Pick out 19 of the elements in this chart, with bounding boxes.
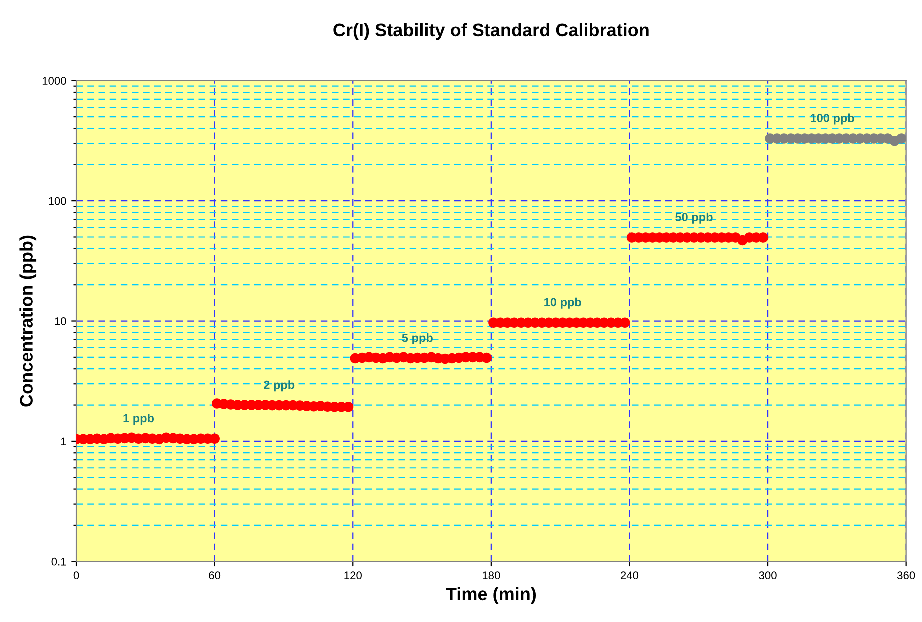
y-axis-title: Concentration (ppb) — [20, 236, 37, 407]
chart-title: Cr(I) Stability of Standard Calibration — [334, 23, 649, 40]
x-tick-label: 300 — [759, 572, 777, 580]
annotation: 10 ppb — [544, 298, 582, 309]
x-tick-label: 120 — [344, 572, 362, 580]
x-tick-label: 0 — [74, 572, 80, 580]
annotation: 5 ppb — [402, 334, 433, 345]
x-tick-label: 60 — [209, 572, 221, 580]
annotation: 1 ppb — [124, 414, 154, 425]
x-tick-label: 360 — [897, 572, 916, 580]
y-tick-label: 10 — [55, 318, 66, 326]
annotation: 50 ppb — [676, 212, 713, 224]
y-tick-label: 1 — [61, 438, 66, 446]
y-tick-label: 1000 — [42, 77, 66, 85]
x-tick-label: 180 — [483, 572, 500, 580]
y-tick-label: 0.1 — [52, 558, 66, 566]
x-tick-label: 240 — [621, 572, 639, 580]
x-axis-title: Time (min) — [446, 587, 536, 604]
y-tick-label: 100 — [49, 197, 66, 206]
